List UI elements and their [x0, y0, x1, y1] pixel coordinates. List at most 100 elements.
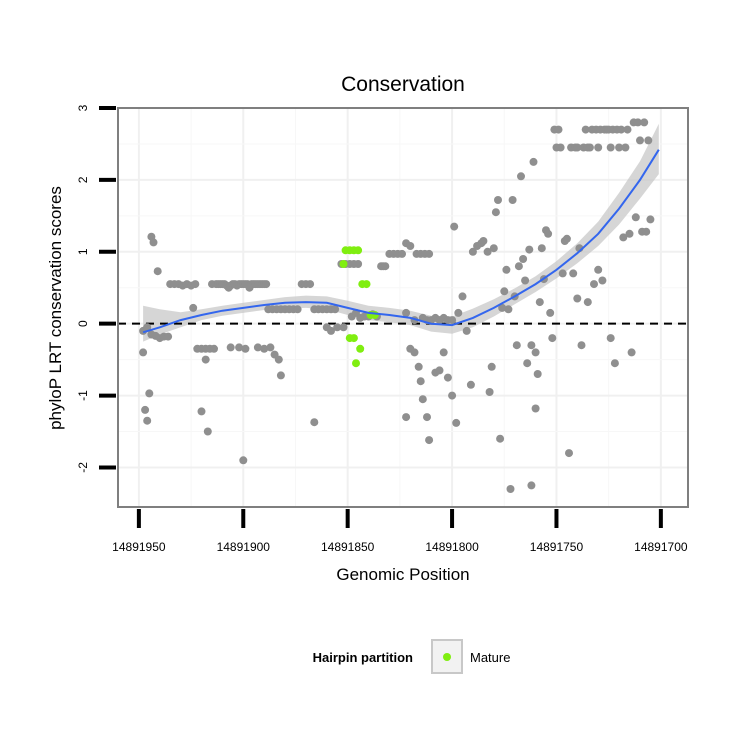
point-other	[502, 265, 511, 274]
point-other	[418, 395, 427, 404]
point-other	[594, 143, 603, 152]
point-other	[483, 247, 492, 256]
y-tick-label: 3	[76, 104, 90, 111]
point-other	[452, 418, 461, 427]
point-other	[143, 416, 152, 425]
point-other	[201, 355, 210, 364]
point-other	[235, 343, 244, 352]
y-tick-label: 2	[76, 176, 90, 183]
point-other	[617, 125, 626, 134]
point-other	[558, 269, 567, 278]
point-other	[531, 348, 540, 357]
legend: Hairpin partition Mature	[313, 639, 510, 674]
point-other	[241, 344, 250, 353]
y-axis-label: phyloP LRT conservation scores	[46, 186, 65, 430]
point-other	[610, 359, 619, 368]
point-other	[569, 269, 578, 278]
point-other	[274, 355, 283, 364]
point-other	[523, 359, 532, 368]
gridlines	[118, 107, 688, 507]
x-tick-label: 14891900	[217, 540, 271, 554]
point-other	[425, 436, 434, 445]
point-other	[544, 229, 553, 238]
point-mature	[352, 359, 360, 368]
point-other	[139, 348, 148, 357]
point-other	[598, 276, 607, 285]
point-other	[381, 262, 390, 271]
point-other	[479, 237, 488, 245]
x-tick-label: 14891850	[321, 540, 375, 554]
point-other	[487, 362, 496, 371]
point-other	[537, 244, 546, 253]
point-other	[583, 298, 592, 307]
point-other	[435, 366, 444, 375]
point-other	[489, 244, 498, 253]
point-mature	[356, 344, 365, 353]
point-other	[514, 262, 523, 271]
point-other	[410, 348, 419, 357]
point-mature	[370, 311, 379, 319]
point-other	[625, 229, 634, 238]
point-other	[577, 341, 586, 350]
y-tick-label: 0	[76, 320, 90, 327]
point-other	[529, 157, 538, 166]
point-other	[646, 215, 655, 224]
point-other	[448, 316, 457, 325]
point-other	[531, 404, 540, 413]
point-mature	[339, 260, 348, 268]
x-axis-label: Genomic Position	[336, 565, 469, 584]
point-other	[354, 260, 363, 268]
x-tick-label: 14891950	[112, 540, 166, 554]
point-other	[191, 280, 200, 289]
point-other	[149, 238, 158, 247]
point-other	[562, 234, 571, 243]
point-other	[533, 370, 542, 378]
point-other	[145, 389, 154, 398]
point-other	[508, 196, 517, 204]
x-tick-label: 14891750	[530, 540, 584, 554]
point-other	[525, 245, 534, 254]
point-other	[402, 413, 411, 422]
point-other	[606, 334, 615, 343]
point-other	[619, 233, 628, 242]
point-mature	[362, 280, 371, 289]
point-other	[425, 249, 434, 258]
y-tick-label: -2	[76, 462, 90, 473]
point-other	[462, 326, 471, 335]
point-other	[423, 413, 431, 422]
point-other	[627, 348, 636, 357]
point-other	[210, 344, 218, 353]
legend-mature-swatch	[443, 653, 451, 661]
point-other	[496, 434, 505, 443]
point-other	[414, 362, 423, 371]
point-other	[266, 343, 275, 352]
point-other	[581, 125, 590, 134]
point-other	[485, 388, 494, 396]
point-other	[450, 222, 459, 231]
point-other	[621, 143, 630, 152]
point-other	[500, 287, 509, 296]
point-other	[443, 373, 452, 382]
plot-panel-border	[117, 107, 689, 508]
point-other	[636, 136, 644, 145]
point-other	[339, 323, 348, 332]
point-other	[631, 213, 640, 222]
point-other	[327, 326, 335, 335]
point-other	[333, 323, 342, 332]
point-other	[521, 276, 530, 285]
point-other	[331, 305, 340, 314]
point-other	[402, 308, 411, 317]
point-other	[585, 143, 594, 152]
point-other	[615, 143, 624, 152]
y-tick-label: -1	[76, 390, 90, 401]
point-other	[640, 118, 649, 127]
x-axis: 14891950 14891900 14891850 14891800 14891750…	[112, 509, 688, 554]
point-other	[644, 136, 653, 145]
point-other	[642, 227, 651, 236]
x-tick-label: 14891700	[634, 540, 688, 554]
point-other	[573, 294, 582, 303]
point-other	[276, 371, 285, 380]
legend-title: Hairpin partition	[313, 650, 413, 665]
point-other	[203, 427, 212, 436]
